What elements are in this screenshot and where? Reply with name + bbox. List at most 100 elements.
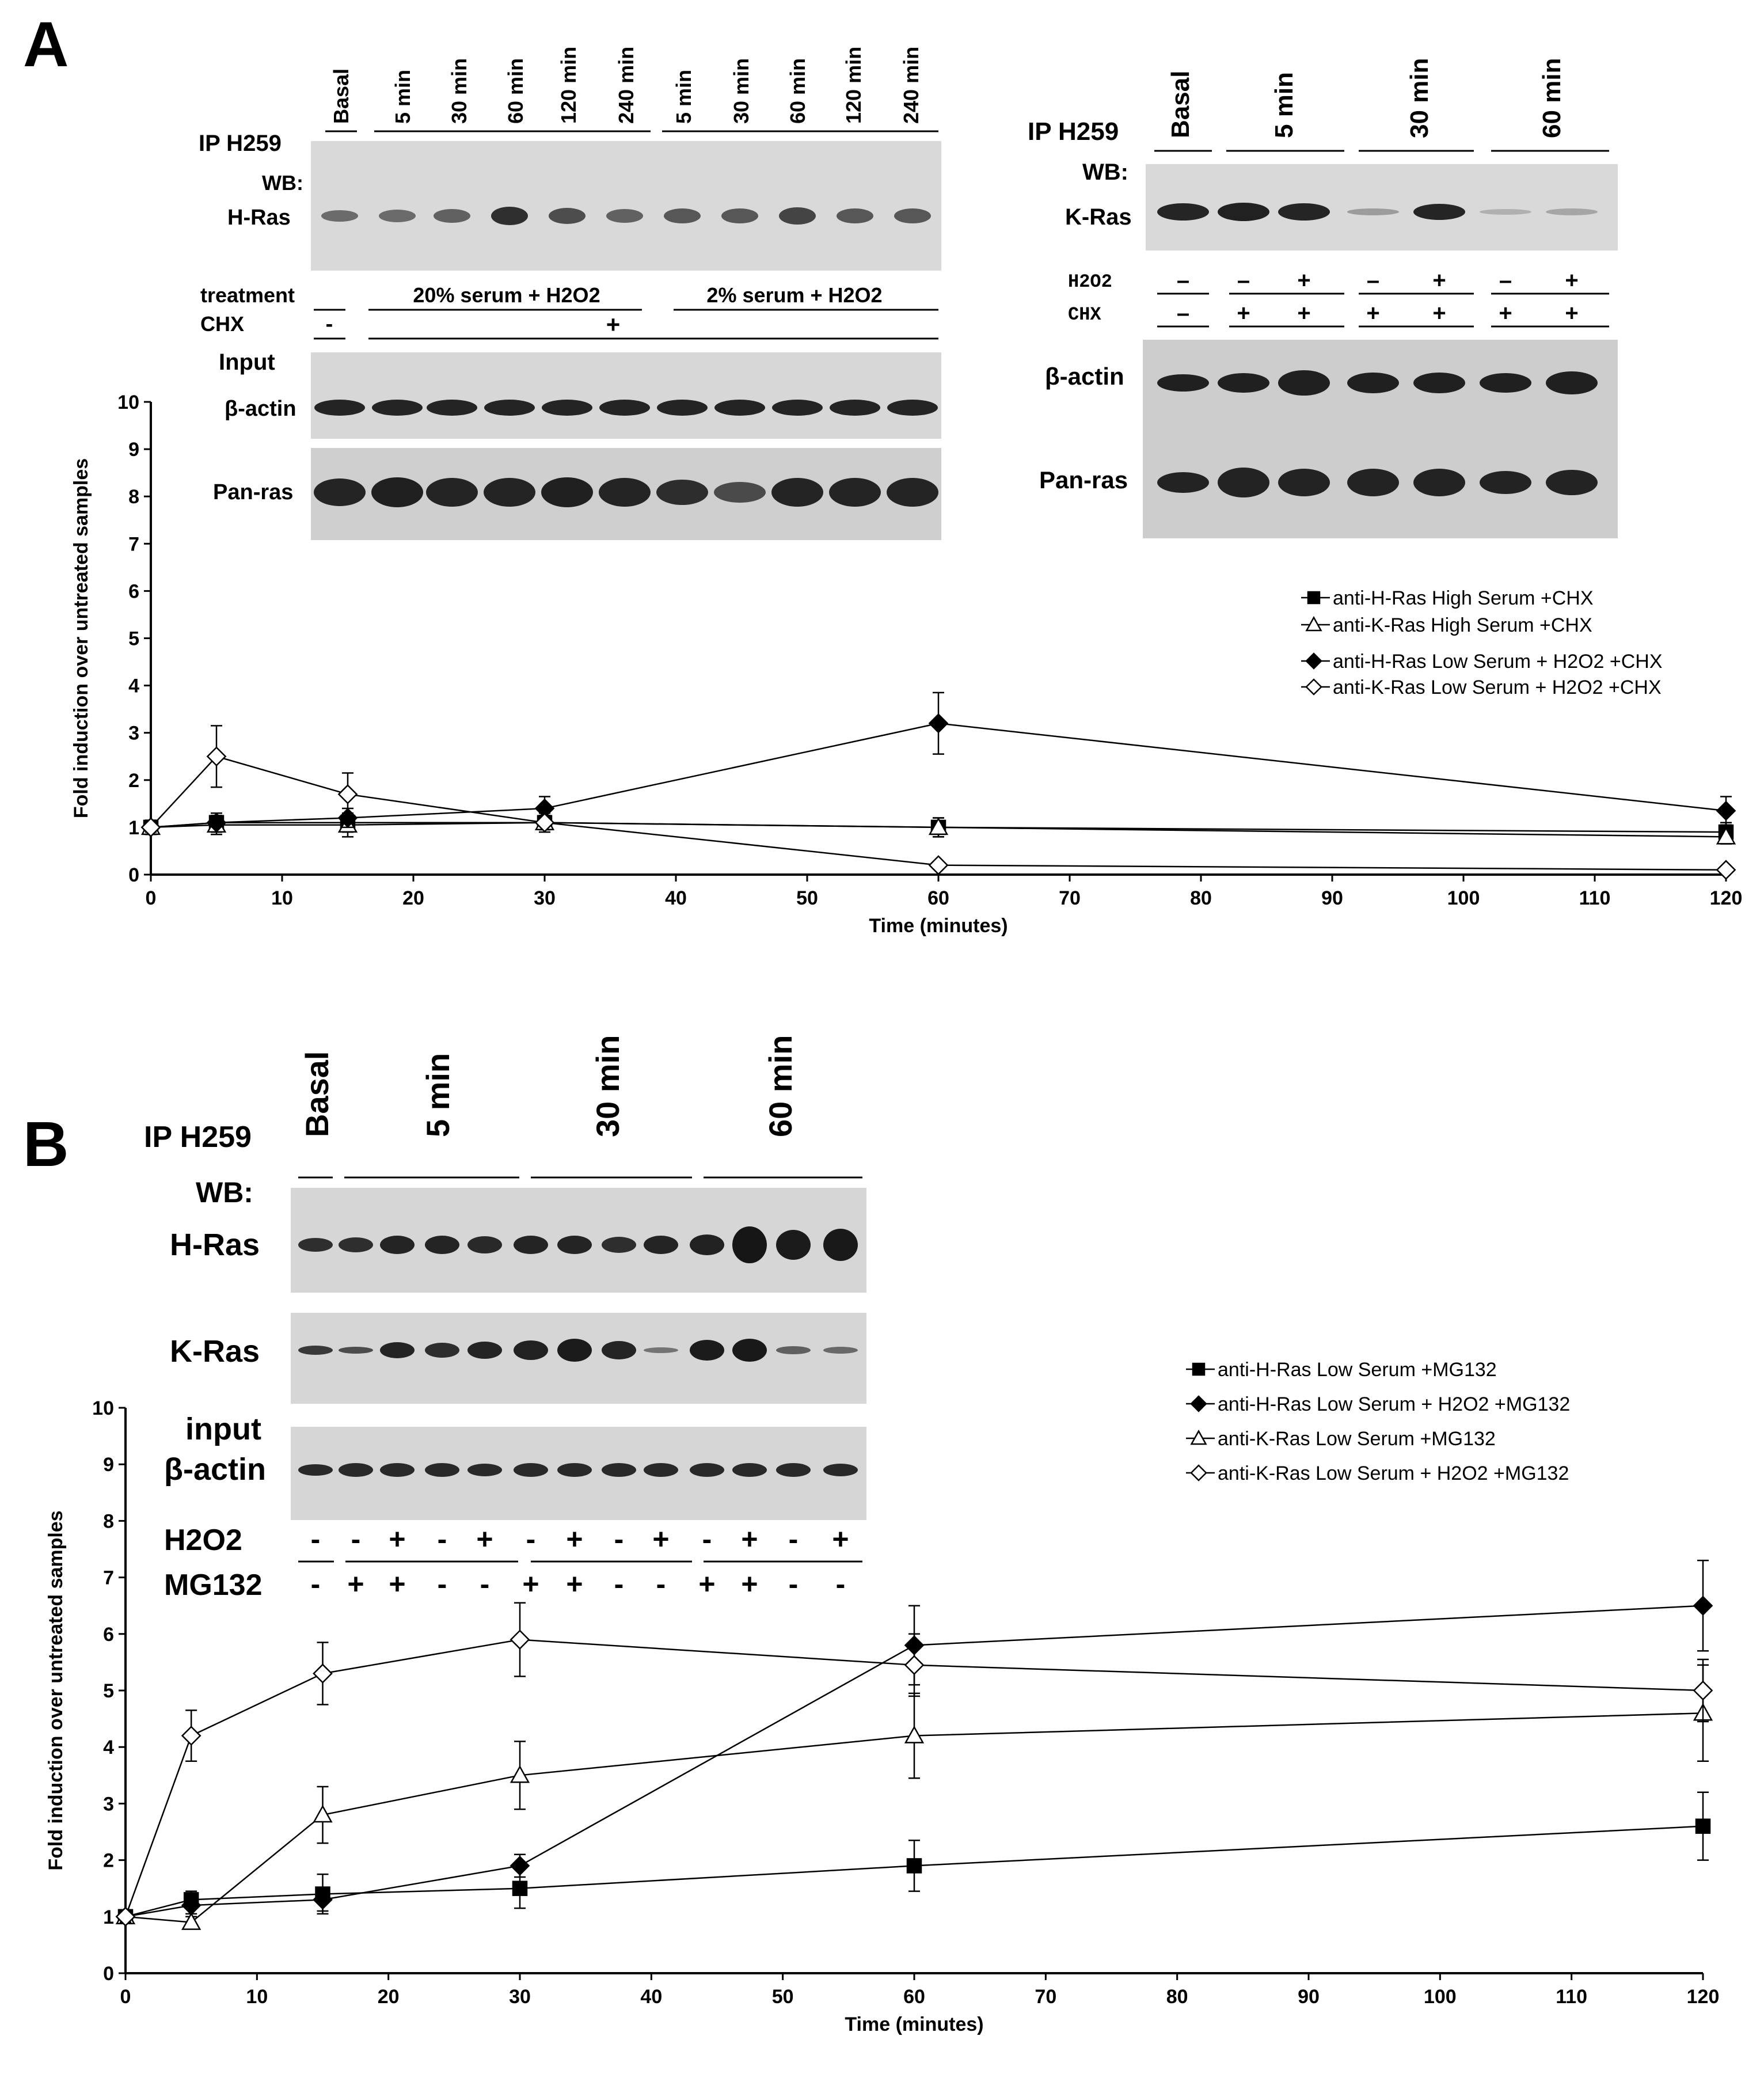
chart-a-series-2-point-4 (928, 713, 949, 734)
chart-b-series-0-point-5 (1695, 1818, 1711, 1834)
b-h-ras-band-10 (732, 1226, 767, 1263)
chart-b-series-3-point-4 (904, 1655, 925, 1676)
b-h-ras-band-5 (514, 1236, 548, 1254)
a-right-k-ras-blot (1146, 164, 1618, 250)
chart-b-ytick-label-8: 8 (103, 1510, 114, 1532)
b-band-h-ras: H-Ras (170, 1228, 260, 1262)
a-left-actin-band-1 (372, 400, 423, 416)
a-right-lane-3: 60 min (1538, 58, 1566, 138)
a-left-lane-1: 5 min (391, 70, 415, 124)
b-h2o2-sign-1: - (351, 1523, 361, 1555)
b-mg132-sign-7: - (614, 1568, 624, 1600)
b-k-ras-band-7 (602, 1341, 636, 1359)
b-h-ras-band-6 (557, 1236, 592, 1254)
a-left-lane-labels: Basal 5 min 30 min 60 min 120 min 240 min 5 mi… (325, 47, 938, 132)
a-left-h-ras-band-9 (837, 208, 873, 223)
a-right-actin-band-2 (1278, 370, 1330, 396)
chart-a-series-2-point-5 (1716, 800, 1736, 821)
b-actin-band-7 (602, 1463, 636, 1477)
chart-a-ytick-label-10: 10 (117, 392, 139, 413)
chart-a-series-3-line (150, 755, 1727, 871)
chart-b-series-3-line (124, 1639, 1704, 1917)
chart-b-series-1-point-3 (510, 1856, 530, 1876)
chart-b-ylabel: Fold induction over untreated samples (45, 1510, 67, 1870)
a-right-input-band-actin: β-actin (1045, 363, 1124, 390)
chart-b-legend-label-1: anti-H-Ras Low Serum + H2O2 +MG132 (1218, 1393, 1570, 1415)
a-left-panras-band-1 (371, 477, 423, 507)
a-left-lane-2: 30 min (447, 58, 471, 124)
chart-a-ytick-label-0: 0 (128, 864, 139, 886)
a-left-h-ras-band-5 (606, 209, 643, 223)
a-left-panras-band-3 (484, 478, 535, 507)
chart-a-legend-label-2: anti-H-Ras Low Serum + H2O2 +CHX (1333, 651, 1663, 673)
b-actin-band-4 (467, 1464, 502, 1476)
chart-a-ytick-label-4: 4 (128, 675, 139, 697)
chart-b-series-2-point-3 (510, 1765, 530, 1783)
chart-a-legend: anti-H-Ras High Serum +CHX anti-K-Ras Hig… (1301, 587, 1663, 698)
a-left-h-ras-band-7 (721, 208, 758, 223)
b-h2o2-sign-3: - (438, 1523, 447, 1555)
b-h2o2-sign-11: - (789, 1523, 799, 1555)
b-mg132-sign-5: + (522, 1568, 539, 1600)
a-right-panras-band-2 (1278, 469, 1330, 496)
a-left-lane-8: 60 min (786, 58, 809, 124)
b-mg132-sign-12: - (836, 1568, 846, 1600)
chart-b-legend-marker-3 (1190, 1464, 1207, 1481)
chart-a-series-1-point-4 (928, 817, 949, 835)
a-right-chx-sign-1: + (1237, 301, 1250, 326)
a-right-chx-sign-4: + (1432, 301, 1446, 326)
b-mg132-sign-11: - (789, 1568, 799, 1600)
a-left-actin-band-8 (772, 400, 823, 416)
chart-b-ytick-label-5: 5 (103, 1680, 114, 1702)
a-left-lane-9: 120 min (842, 47, 865, 124)
a-left-lane-0: Basal (329, 69, 353, 124)
a-right-chx-sign-0: – (1177, 301, 1189, 326)
chart-b-xtick-label-12: 120 (1687, 1986, 1720, 2008)
a-left-lane-4: 120 min (557, 47, 580, 124)
a-right-actin-band-4 (1413, 373, 1465, 393)
b-lane-3: 60 min (762, 1035, 799, 1137)
chart-a-series-3-point-5 (1716, 860, 1736, 880)
chart-b-legend-label-0: anti-H-Ras Low Serum +MG132 (1218, 1359, 1497, 1381)
a-right-h2o2-sign-0: – (1177, 268, 1189, 293)
chart-a-legend-label-0: anti-H-Ras High Serum +CHX (1333, 587, 1594, 609)
a-left-panras-band-5 (599, 478, 651, 507)
b-actin-band-8 (644, 1463, 678, 1477)
chart-a-xtick-label-2: 20 (402, 887, 424, 909)
b-h2o2-sign-5: - (526, 1523, 536, 1555)
b-mg132-sign-2: + (389, 1568, 405, 1600)
a-left-actin-band-4 (542, 400, 592, 416)
a-right-chx-sign-2: + (1297, 301, 1310, 326)
b-h-ras-band-12 (823, 1229, 858, 1261)
b-h2o2-signs: - - + - + - + - + - + - + (298, 1523, 862, 1563)
a-left-actin-band-7 (714, 400, 765, 416)
chart-a-ytick-label-9: 9 (128, 439, 139, 461)
b-h2o2-sign-7: - (614, 1523, 624, 1555)
panel-a-letter: A (23, 9, 69, 80)
a-left-h-ras-band-6 (664, 208, 701, 223)
b-wb-label: WB: (196, 1176, 253, 1209)
chart-b-series-1-point-5 (1693, 1595, 1713, 1616)
chart-b-series-anti-h-ras-low-serum-mg132 (117, 1791, 1711, 1925)
b-k-ras-band-0 (298, 1346, 333, 1355)
a-right-panras-band-1 (1218, 468, 1269, 497)
chart-a-xtick-label-3: 30 (534, 887, 556, 909)
chart-b-xtick-label-0: 0 (120, 1986, 131, 2008)
b-h2o2-sign-4: + (476, 1523, 493, 1555)
chart-b-legend: anti-H-Ras Low Serum +MG132 anti-H-Ras Lo… (1186, 1359, 1570, 1484)
a-right-k-ras-band-3 (1347, 208, 1399, 215)
chart-b-series-1-line (125, 1605, 1704, 1918)
chart-a-legend-marker-3 (1305, 678, 1322, 696)
a-right-panras-band-4 (1413, 469, 1465, 496)
a-left-panras-band-0 (314, 478, 366, 506)
a-right-k-ras-band-1 (1218, 203, 1269, 221)
a-left-panras-bands (314, 477, 938, 507)
a-right-input-band-panras: Pan-ras (1039, 466, 1128, 493)
chart-a-xtick-label-5: 50 (796, 887, 818, 909)
a-right-actin-band-6 (1546, 371, 1598, 394)
a-left-h-ras-band-10 (894, 208, 931, 223)
chart-a-ytick-label-5: 5 (128, 628, 139, 650)
b-blot-bands (298, 1226, 858, 1477)
b-k-ras-band-10 (732, 1339, 767, 1362)
a-right-k-ras-band-2 (1278, 203, 1330, 221)
